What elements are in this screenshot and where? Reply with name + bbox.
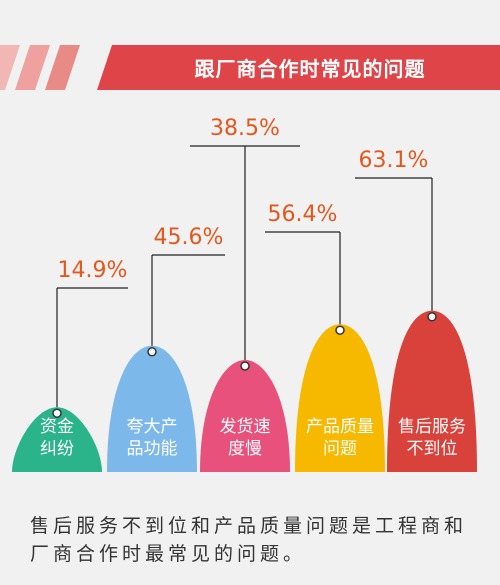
dot xyxy=(335,325,345,335)
stripe xyxy=(15,45,50,90)
category-label: 售后服务不到位 xyxy=(398,417,466,459)
dot xyxy=(52,408,62,418)
value-label: 38.5% xyxy=(210,116,280,141)
category-label: 资金纠纷 xyxy=(40,417,74,459)
dome xyxy=(12,407,102,472)
value-label: 63.1% xyxy=(358,148,429,173)
dome xyxy=(107,345,197,472)
dot xyxy=(147,347,157,357)
stripe xyxy=(0,45,20,90)
dome xyxy=(387,310,477,472)
value-label: 56.4% xyxy=(267,202,338,227)
title-banner xyxy=(97,45,500,90)
dome xyxy=(200,360,290,472)
category-label: 产品质量问题 xyxy=(306,417,374,459)
dome xyxy=(295,324,385,472)
category-label: 发货速度慢 xyxy=(219,417,271,459)
stripe xyxy=(45,45,80,90)
chart-title: 跟厂商合作时常见的问题 xyxy=(194,57,426,81)
value-label: 45.6% xyxy=(153,225,224,250)
dot xyxy=(240,361,250,371)
footnote: 售后服务不到位和产品质量问题是工程商和厂商合作时最常见的问题。 xyxy=(30,515,468,565)
value-label: 14.9% xyxy=(57,258,128,283)
category-label: 夸大产品功能 xyxy=(126,417,178,459)
dot xyxy=(427,312,437,322)
